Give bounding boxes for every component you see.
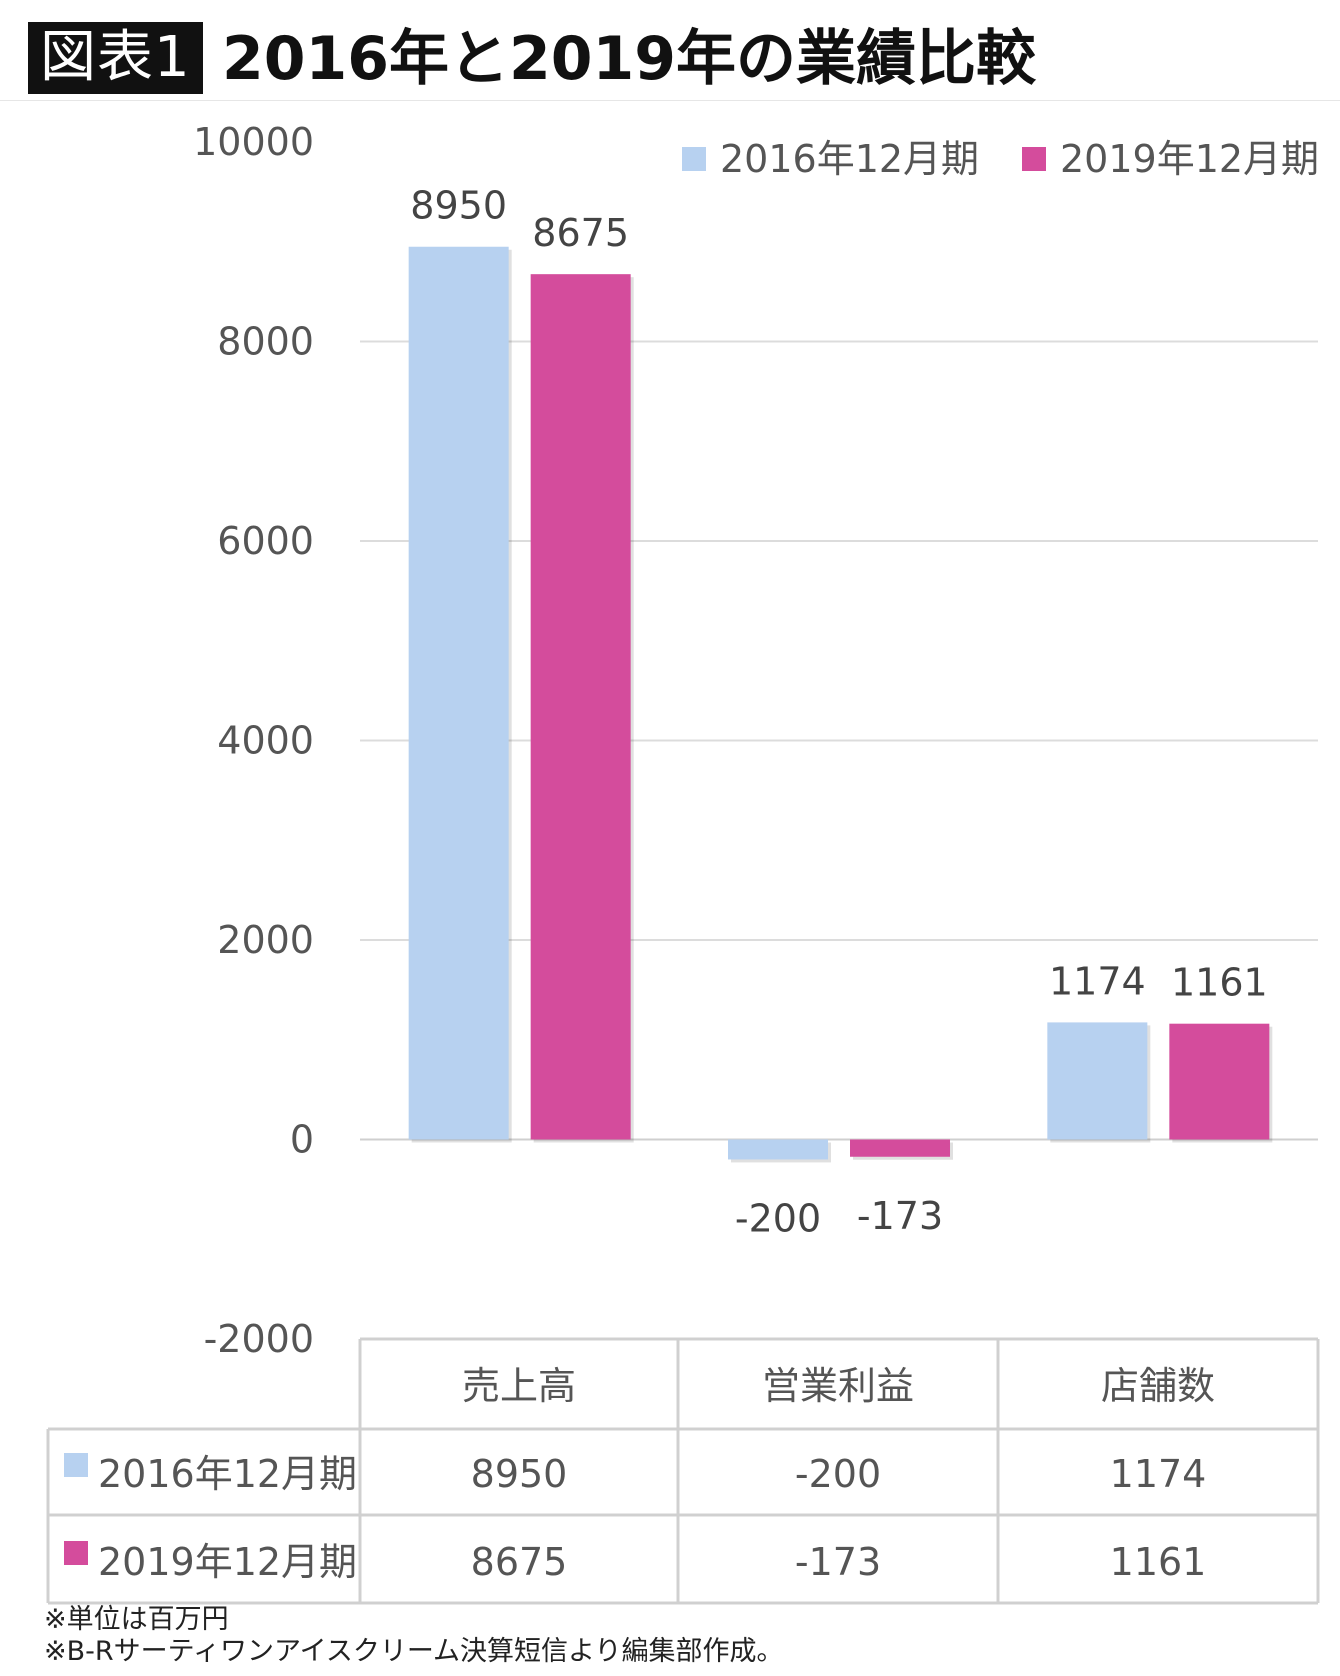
- legend-label: 2016年12月期: [720, 137, 979, 181]
- table-header-cell: 営業利益: [762, 1364, 914, 1408]
- footnotes: ※単位は百万円 ※B-Rサーティワンアイスクリーム決算短信より編集部作成。: [44, 1604, 784, 1668]
- legend: 2016年12月期 2019年12月期: [682, 137, 1319, 181]
- y-tick-label: 6000: [217, 519, 314, 563]
- data-label: -200: [735, 1196, 821, 1240]
- y-tick-label: 10000: [193, 120, 314, 164]
- bar: [850, 1139, 950, 1157]
- data-label: 8675: [532, 211, 629, 255]
- table-header-cell: 店舗数: [1101, 1364, 1215, 1408]
- table-cell: -173: [795, 1540, 881, 1584]
- header-divider: [0, 100, 1340, 101]
- table-header-cell: 売上高: [462, 1364, 576, 1408]
- bar: [408, 246, 509, 1140]
- table-cell: 8950: [471, 1452, 568, 1496]
- y-tick-label: 0: [290, 1118, 314, 1162]
- data-label: 8950: [410, 184, 507, 228]
- table-row-swatch: [64, 1541, 88, 1565]
- table-cell: 1161: [1110, 1540, 1207, 1584]
- y-tick-label: -2000: [204, 1317, 314, 1361]
- legend-label: 2019年12月期: [1060, 137, 1319, 181]
- legend-swatch: [682, 147, 706, 171]
- table-cell: 1174: [1110, 1452, 1207, 1496]
- table-cell: 8675: [471, 1540, 568, 1584]
- bar: [530, 274, 631, 1140]
- data-label: -173: [857, 1194, 943, 1238]
- header: 図表1 2016年と2019年の業績比較: [0, 0, 1340, 101]
- data-label: 1174: [1049, 959, 1146, 1003]
- y-axis-ticks: 10000 8000 6000 4000 2000 0 -2000: [193, 120, 314, 1361]
- data-labels: 8950 8675 -200 -173 1174 1161: [410, 184, 1267, 1241]
- table-row-swatch: [64, 1453, 88, 1477]
- table-row-label: 2016年12月期: [98, 1452, 357, 1496]
- table-row-label: 2019年12月期: [98, 1540, 357, 1584]
- bar: [1169, 1023, 1270, 1140]
- table-cell: -200: [795, 1452, 881, 1496]
- chart-title: 2016年と2019年の業績比較: [222, 24, 1036, 94]
- bar: [1047, 1022, 1148, 1140]
- data-label: 1161: [1171, 961, 1268, 1005]
- bars: [408, 246, 1273, 1163]
- gridlines: [360, 340, 1318, 1141]
- legend-swatch: [1022, 147, 1046, 171]
- bar: [728, 1139, 828, 1160]
- y-tick-label: 2000: [217, 918, 314, 962]
- y-tick-label: 8000: [217, 320, 314, 364]
- y-tick-label: 4000: [217, 719, 314, 763]
- footnote-source: ※B-Rサーティワンアイスクリーム決算短信より編集部作成。: [44, 1636, 784, 1667]
- footnote-unit: ※単位は百万円: [44, 1604, 229, 1635]
- figure-badge: 図表1: [28, 22, 203, 94]
- data-table: 売上高 営業利益 店舗数 2016年12月期 8950 -200 1174 2019年12月期…: [46, 1337, 1320, 1605]
